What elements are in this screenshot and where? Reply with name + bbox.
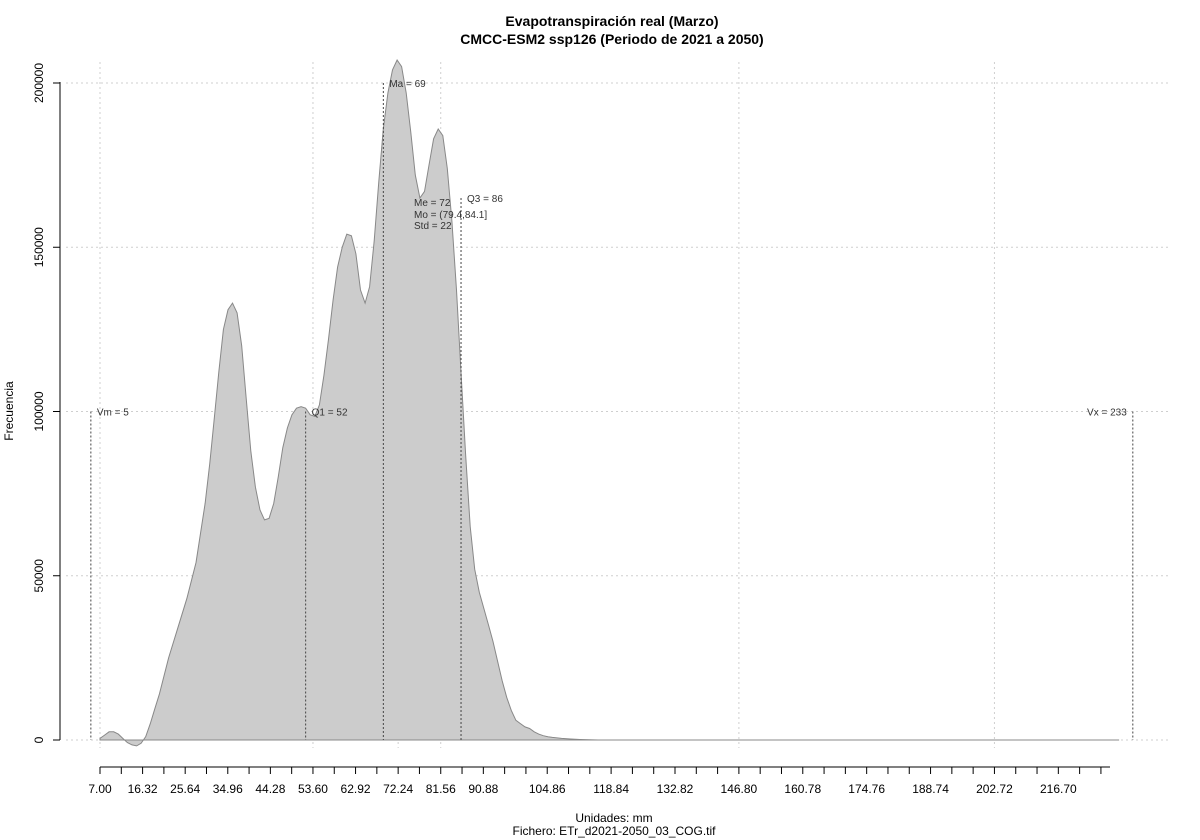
x-tick-label: 72.24 <box>383 782 413 796</box>
x-tick-label: 34.96 <box>213 782 243 796</box>
marker-label: Vx = 233 <box>1087 408 1127 419</box>
x-tick-label: 44.28 <box>255 782 285 796</box>
y-tick-label: 0 <box>32 736 46 743</box>
stat-mode-label: Mo = (79.4,84.1] <box>414 210 487 221</box>
chart-subtitle: CMCC-ESM2 ssp126 (Periodo de 2021 a 2050… <box>460 31 763 47</box>
x-tick-label: 202.72 <box>976 782 1013 796</box>
stat-median-label: Me = 72 <box>414 198 451 209</box>
x-tick-label: 146.80 <box>721 782 758 796</box>
y-tick-label: 150000 <box>32 227 46 267</box>
x-tick-label: 188.74 <box>912 782 949 796</box>
frequency-area <box>99 58 1120 747</box>
x-tick-label: 160.78 <box>784 782 821 796</box>
x-tick-label: 81.56 <box>426 782 456 796</box>
marker-label: Q1 = 52 <box>312 408 348 419</box>
x-tick-label: 174.76 <box>848 782 885 796</box>
x-tick-label: 104.86 <box>529 782 566 796</box>
x-tick-label: 16.32 <box>128 782 158 796</box>
chart-title: Evapotranspiración real (Marzo) <box>505 13 718 29</box>
x-axis-label: Unidades: mm <box>575 811 652 825</box>
x-axis: 7.00 16.32 25.64 34.96 44.28 53.60 62.92 72.24 8… <box>88 766 1110 796</box>
x-tick-label: 53.60 <box>298 782 328 796</box>
stat-std-label: Std = 22 <box>414 221 452 232</box>
x-tick-label: 7.00 <box>88 782 112 796</box>
y-axis: 0 50000 100000 150000 200000 <box>32 63 61 743</box>
x-tick-label: 62.92 <box>341 782 371 796</box>
x-tick-label: 25.64 <box>170 782 200 796</box>
x-tick-label: 118.84 <box>593 782 629 796</box>
marker-label: Ma = 69 <box>389 79 426 90</box>
marker-label: Vm = 5 <box>97 408 129 419</box>
y-tick-label: 200000 <box>32 63 46 103</box>
y-tick-label: 50000 <box>32 559 46 593</box>
marker-label: Q3 = 86 <box>467 194 503 205</box>
file-label: Fichero: ETr_d2021-2050_03_COG.tif <box>513 824 717 838</box>
y-axis-label: Frecuencia <box>2 381 16 441</box>
stat-markers: Vm = 5 Q1 = 52 Ma = 69 Q3 = 86 Vx = 233 <box>90 79 1134 740</box>
x-tick-label: 90.88 <box>468 782 498 796</box>
x-tick-label: 216.70 <box>1040 782 1077 796</box>
x-tick-label: 132.82 <box>657 782 694 796</box>
y-tick-label: 100000 <box>32 391 46 431</box>
